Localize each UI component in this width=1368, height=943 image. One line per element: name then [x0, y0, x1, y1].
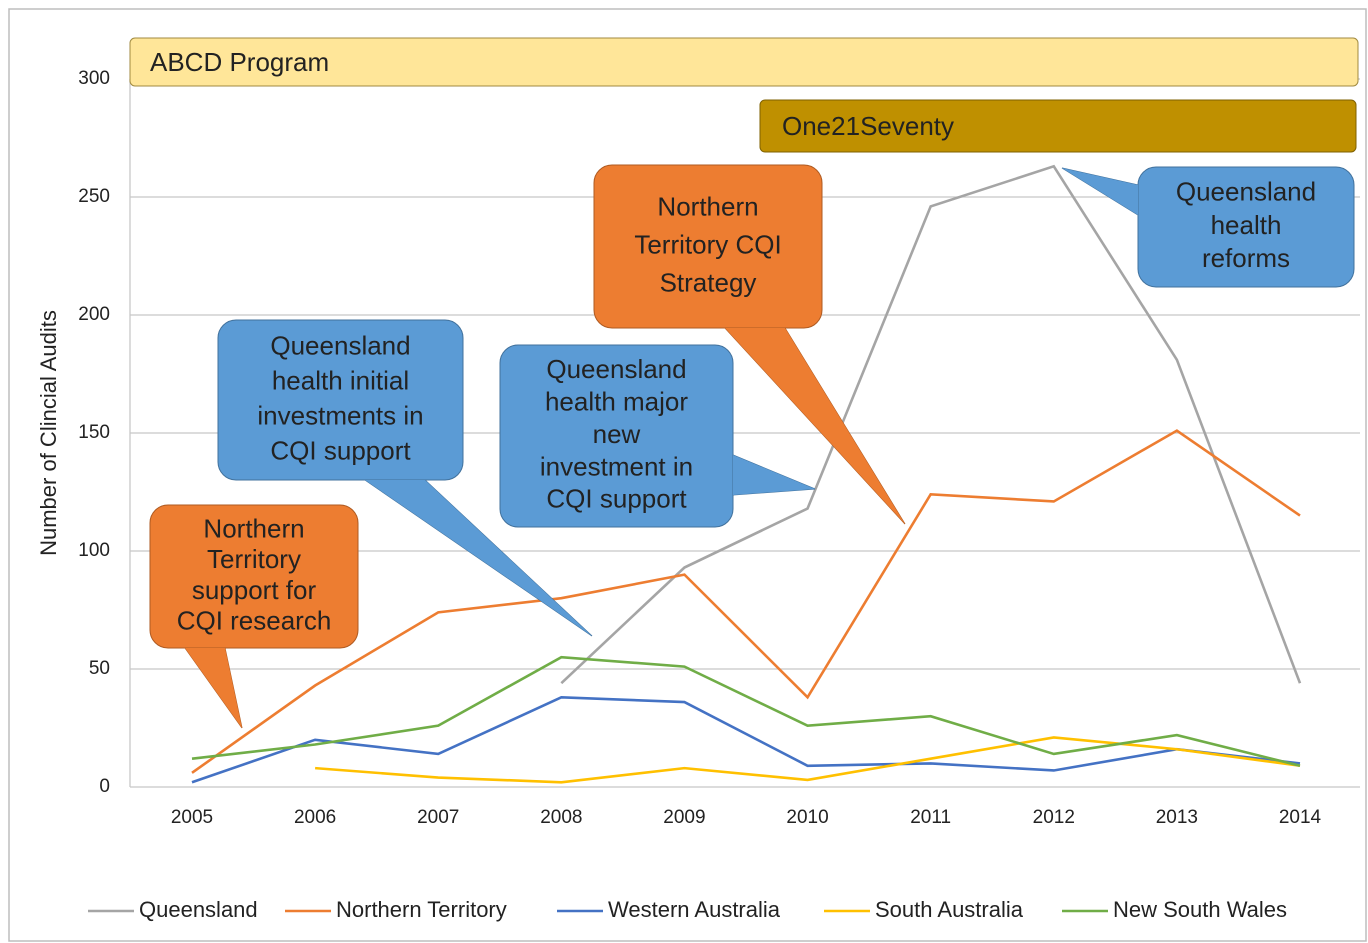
legend-label: Northern Territory	[336, 897, 507, 922]
x-tick-label: 2012	[1033, 807, 1075, 828]
x-tick-label: 2014	[1279, 807, 1322, 828]
callout-joint	[733, 455, 815, 495]
callout-joint	[365, 480, 592, 636]
callout-text: health	[1211, 210, 1282, 240]
callout-box	[217, 319, 464, 481]
program-label: One21Seventy	[782, 111, 954, 141]
callout-text: CQI research	[177, 606, 332, 636]
callout-text: Strategy	[660, 267, 757, 297]
program-bar	[759, 99, 1357, 153]
x-tick-label: 2009	[663, 807, 705, 828]
x-tick-label: 2010	[786, 807, 828, 828]
callout-text: health initial	[272, 365, 409, 395]
callout-text: Territory CQI	[634, 229, 781, 259]
callout-text: new	[593, 419, 641, 449]
callout: Northern Territory CQI Strategy	[593, 164, 906, 525]
x-tick-label: 2007	[417, 807, 459, 828]
series-line	[315, 736, 1301, 784]
y-tick-label: 250	[78, 186, 110, 207]
callout-text: Queensland	[1176, 177, 1316, 207]
series-line	[191, 655, 1301, 768]
x-tick-label: 2005	[171, 807, 213, 828]
callout-joint	[185, 648, 242, 728]
program-label: ABCD Program	[150, 47, 329, 77]
callout-text: Territory	[207, 544, 301, 574]
callout-box	[499, 344, 734, 528]
y-tick-label: 200	[78, 304, 110, 325]
callout: Queensland health initial investments in CQ…	[217, 319, 593, 637]
series-line	[560, 164, 1302, 685]
callout-box	[1137, 166, 1355, 288]
legend-label: Western Australia	[608, 897, 781, 922]
legend-label: South Australia	[875, 897, 1024, 922]
callout-text: Queensland	[546, 354, 686, 384]
callout-box	[149, 504, 359, 649]
callout-text: reforms	[1202, 243, 1290, 273]
program-bar	[129, 37, 1359, 87]
callout-text: Northern	[657, 191, 758, 221]
callout-text: CQI support	[270, 435, 411, 465]
callout-text: support for	[192, 575, 317, 605]
series-line	[191, 696, 1301, 784]
callout-joint	[725, 328, 905, 524]
chart-border	[8, 8, 1367, 942]
x-tick-label: 2006	[294, 807, 336, 828]
callout-text: Queensland	[270, 330, 410, 360]
x-tick-label: 2008	[540, 807, 582, 828]
y-tick-label: 0	[99, 776, 110, 797]
legend-label: Queensland	[139, 897, 258, 922]
callout-text: investment in	[540, 451, 693, 481]
y-tick-label: 150	[78, 422, 110, 443]
y-tick-label: 300	[78, 68, 110, 89]
legend-label: New South Wales	[1113, 897, 1287, 922]
callout-joint	[1062, 168, 1138, 215]
x-tick-label: 2011	[910, 807, 951, 828]
y-tick-label: 50	[89, 658, 110, 679]
callout-text: investments in	[257, 400, 423, 430]
x-tick-label: 2013	[1156, 807, 1198, 828]
callout-text: Northern	[203, 513, 304, 543]
callout-text: CQI support	[546, 484, 687, 514]
y-tick-label: 100	[78, 540, 110, 561]
series-line	[191, 429, 1301, 774]
callout-box	[593, 164, 823, 329]
y-axis-label: Number of Clincial Audits	[36, 310, 61, 556]
callout-text: health major	[545, 386, 688, 416]
